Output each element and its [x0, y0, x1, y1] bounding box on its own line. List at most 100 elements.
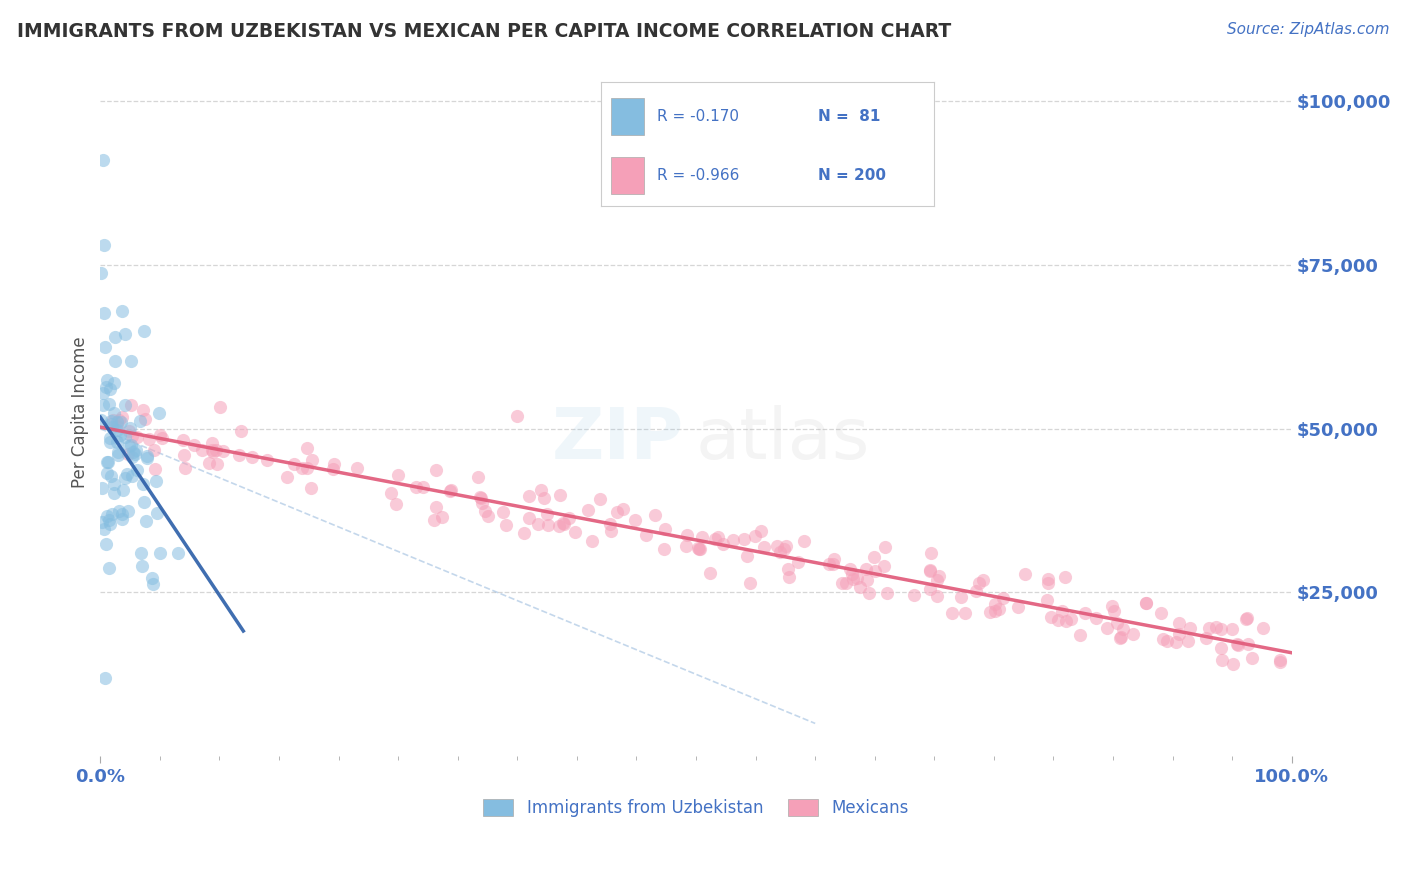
- Immigrants from Uzbekistan: [91, 481, 114, 495]
- Immigrants from Uzbekistan: [145, 475, 167, 489]
- Mexicans: [384, 497, 406, 511]
- Mexicans: [1268, 653, 1291, 667]
- Mexicans: [699, 566, 721, 581]
- Immigrants from Uzbekistan: [90, 266, 112, 280]
- Mexicans: [201, 435, 224, 450]
- Mexicans: [240, 450, 263, 464]
- Immigrants from Uzbekistan: [132, 495, 155, 509]
- Immigrants from Uzbekistan: [91, 153, 114, 168]
- Mexicans: [965, 584, 987, 599]
- Mexicans: [1074, 607, 1097, 621]
- Immigrants from Uzbekistan: [103, 485, 125, 500]
- Mexicans: [1014, 567, 1036, 582]
- Mexicans: [205, 443, 228, 458]
- Immigrants from Uzbekistan: [91, 398, 114, 412]
- Mexicans: [1209, 622, 1232, 636]
- Mexicans: [191, 442, 214, 457]
- Immigrants from Uzbekistan: [91, 386, 114, 401]
- Immigrants from Uzbekistan: [114, 471, 136, 485]
- Immigrants from Uzbekistan: [100, 414, 122, 428]
- Mexicans: [927, 589, 949, 603]
- Mexicans: [950, 590, 973, 604]
- Mexicans: [749, 524, 772, 538]
- Mexicans: [1036, 592, 1059, 607]
- Text: IMMIGRANTS FROM UZBEKISTAN VS MEXICAN PER CAPITA INCOME CORRELATION CHART: IMMIGRANTS FROM UZBEKISTAN VS MEXICAN PE…: [17, 22, 950, 41]
- Mexicans: [1109, 630, 1132, 644]
- Mexicans: [477, 508, 499, 523]
- Immigrants from Uzbekistan: [98, 382, 121, 396]
- Mexicans: [212, 444, 235, 458]
- Mexicans: [205, 457, 228, 471]
- Mexicans: [1168, 616, 1191, 631]
- Immigrants from Uzbekistan: [120, 420, 142, 434]
- Mexicans: [676, 528, 699, 542]
- Mexicans: [346, 460, 368, 475]
- Mexicans: [412, 480, 434, 494]
- Mexicans: [495, 517, 517, 532]
- Mexicans: [928, 568, 950, 582]
- Mexicans: [600, 524, 623, 539]
- Mexicans: [107, 413, 129, 427]
- Mexicans: [1050, 604, 1073, 618]
- Mexicans: [775, 539, 797, 553]
- Immigrants from Uzbekistan: [98, 431, 121, 445]
- Mexicans: [1205, 620, 1227, 634]
- Mexicans: [1135, 596, 1157, 610]
- Mexicans: [855, 574, 877, 588]
- Mexicans: [423, 513, 446, 527]
- Immigrants from Uzbekistan: [117, 467, 139, 482]
- Mexicans: [172, 433, 194, 447]
- Mexicans: [733, 532, 755, 546]
- Mexicans: [654, 522, 676, 536]
- Mexicans: [692, 530, 714, 544]
- Mexicans: [903, 588, 925, 602]
- Immigrants from Uzbekistan: [135, 514, 157, 528]
- Mexicans: [118, 424, 141, 438]
- Mexicans: [723, 533, 745, 547]
- Mexicans: [470, 490, 492, 504]
- Immigrants from Uzbekistan: [96, 466, 118, 480]
- Immigrants from Uzbekistan: [104, 354, 127, 368]
- Mexicans: [1108, 631, 1130, 645]
- Mexicans: [920, 564, 942, 578]
- Mexicans: [842, 572, 865, 586]
- Immigrants from Uzbekistan: [93, 238, 115, 252]
- Mexicans: [1069, 628, 1091, 642]
- Immigrants from Uzbekistan: [93, 522, 115, 536]
- Mexicans: [198, 456, 221, 470]
- Immigrants from Uzbekistan: [105, 435, 128, 450]
- Text: ZIP: ZIP: [553, 405, 685, 475]
- Text: Source: ZipAtlas.com: Source: ZipAtlas.com: [1226, 22, 1389, 37]
- Mexicans: [120, 398, 142, 412]
- Mexicans: [920, 546, 942, 560]
- Mexicans: [537, 518, 560, 533]
- Mexicans: [831, 575, 853, 590]
- Mexicans: [623, 513, 645, 527]
- Mexicans: [768, 545, 790, 559]
- Immigrants from Uzbekistan: [91, 515, 114, 529]
- Mexicans: [1060, 612, 1083, 626]
- Immigrants from Uzbekistan: [136, 451, 159, 466]
- Mexicans: [1036, 576, 1059, 591]
- Mexicans: [752, 540, 775, 554]
- Mexicans: [228, 448, 250, 462]
- Mexicans: [1236, 611, 1258, 625]
- Mexicans: [470, 491, 492, 506]
- Mexicans: [322, 461, 344, 475]
- Immigrants from Uzbekistan: [101, 507, 124, 521]
- Immigrants from Uzbekistan: [98, 560, 121, 574]
- Mexicans: [1007, 599, 1029, 614]
- Mexicans: [1135, 596, 1157, 610]
- Immigrants from Uzbekistan: [108, 428, 131, 442]
- Mexicans: [548, 519, 571, 533]
- Immigrants from Uzbekistan: [146, 506, 169, 520]
- Mexicans: [387, 467, 409, 482]
- Mexicans: [1180, 621, 1202, 635]
- Mexicans: [863, 549, 886, 564]
- Mexicans: [256, 452, 278, 467]
- Mexicans: [979, 606, 1001, 620]
- Mexicans: [1112, 622, 1135, 636]
- Mexicans: [440, 483, 463, 497]
- Immigrants from Uzbekistan: [136, 449, 159, 463]
- Mexicans: [291, 461, 314, 475]
